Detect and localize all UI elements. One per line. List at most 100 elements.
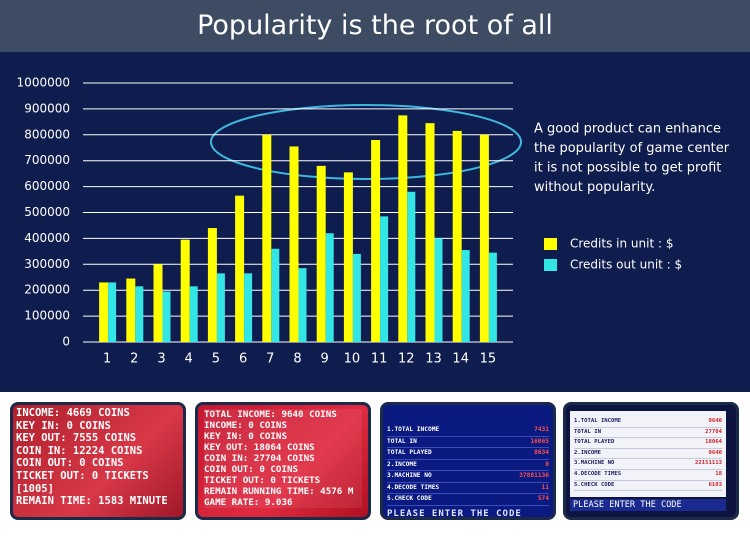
row-value: 16065 (530, 437, 549, 445)
screen-line: TOTAL INCOME: 9640 COINS (204, 409, 362, 420)
screen-row: 3.MACHINE NO 22151113 (574, 459, 722, 470)
bar (316, 165, 326, 342)
screen-line: GAME RATE: 9.036 (204, 497, 362, 508)
bar (452, 130, 462, 342)
row-value: 574 (537, 495, 549, 502)
screen-row: TOTAL PLAYED 8634 (387, 448, 549, 460)
screen-photo: TOTAL INCOME: 9640 COINS INCOME: 0 COINS K… (195, 402, 371, 520)
row-value: 37881136 (519, 472, 549, 479)
bar (126, 278, 136, 342)
bar (108, 282, 117, 342)
bar (180, 239, 190, 342)
bar (162, 291, 171, 342)
screen-photo: INCOME: 4669 COINS KEY IN: 0 COINS KEY OUT… (10, 402, 186, 520)
y-tick-label: 900000 (24, 101, 70, 115)
x-tick-label: 1 (103, 352, 111, 367)
row-label: 4.DECODE TIMES (387, 483, 440, 491)
bar (298, 268, 307, 342)
legend-label: Credits out unit : $ (570, 258, 682, 272)
screen-line: COIN IN: 12224 COINS (16, 444, 143, 457)
screen-line: KEY IN: 0 COINS (204, 431, 362, 442)
annotation-line: A good product can enhance (534, 122, 721, 137)
y-tick-label: 800000 (24, 127, 70, 141)
screen-line: COIN OUT: 0 COINS (204, 464, 362, 475)
bar (461, 250, 470, 342)
row-value: 0 (545, 460, 549, 468)
annotation-line: it is not possible to get profit (534, 161, 721, 176)
x-tick-label: 5 (212, 352, 220, 367)
x-tick-label: 10 (344, 352, 361, 367)
bar (434, 238, 443, 342)
bar (398, 115, 408, 342)
x-tick-label: 11 (371, 352, 388, 367)
screen-line: COIN IN: 27704 COINS (204, 453, 362, 464)
row-value: 8634 (534, 449, 549, 456)
x-tick-label: 15 (480, 352, 497, 367)
bar (425, 123, 435, 343)
legend-swatch (544, 259, 557, 271)
row-label: TOTAL IN (574, 428, 601, 435)
x-tick-label: 4 (185, 352, 193, 367)
screen-row: TOTAL IN 16065 (387, 437, 549, 448)
row-label: 2.INCOME (574, 449, 601, 456)
screen-row: 5.CHECK CODE 574 (387, 494, 549, 506)
legend-label: Credits in unit : $ (570, 237, 673, 251)
x-tick-label: 14 (452, 352, 469, 367)
row-label: 3.MACHINE NO (574, 460, 615, 467)
x-tick-label: 7 (266, 352, 274, 367)
bar (343, 172, 353, 342)
legend-swatch (544, 238, 557, 250)
row-label: 1.TOTAL INCOME (387, 426, 440, 433)
row-value: 27704 (705, 428, 722, 435)
screen-photo: 1.TOTAL INCOME 7431 TOTAL IN 16065 TOTAL PLA… (380, 402, 556, 520)
x-tick-label: 9 (321, 352, 329, 367)
screen-row: 4.DECODE TIMES 18 (574, 470, 722, 481)
row-value: 9640 (708, 418, 722, 424)
screen-row: 2.INCOME 9640 (574, 449, 722, 460)
y-tick-label: 500000 (24, 205, 70, 219)
screen-row: 1.TOTAL INCOME 7431 (387, 425, 549, 437)
x-tick-label: 8 (293, 352, 301, 367)
y-tick-label: 600000 (24, 179, 70, 193)
chart-title: Popularity is the root of all (0, 0, 750, 52)
row-label: 5.CHECK CODE (574, 481, 615, 488)
screen-row: 1.TOTAL INCOME 9640 (574, 417, 722, 428)
screen-line: KEY OUT: 7555 COINS (16, 432, 137, 445)
bar (488, 252, 497, 342)
screen-line: COIN OUT: 0 COINS (16, 457, 124, 470)
row-label: 5.CHECK CODE (387, 495, 432, 502)
bar (352, 253, 361, 342)
screen-row: 4.DECODE TIMES 11 (387, 483, 549, 494)
row-value: 9640 (708, 449, 722, 456)
screen-line: KEY IN: 0 COINS (16, 419, 111, 432)
row-label: TOTAL PLAYED (387, 449, 432, 456)
row-label: 4.DECODE TIMES (574, 470, 622, 477)
row-label: 1.TOTAL INCOME (574, 418, 622, 424)
y-tick-label: 400000 (24, 231, 70, 245)
screen-line: TICKET OUT: 0 TICKETS (204, 475, 362, 486)
bar (135, 286, 144, 342)
x-tick-label: 2 (130, 352, 138, 367)
bar (479, 134, 489, 342)
screen-table: 1.TOTAL INCOME 9640 TOTAL IN 27704 TOTAL PLA… (570, 411, 726, 498)
y-tick-label: 700000 (24, 153, 70, 167)
y-tick-label: 300000 (24, 257, 70, 271)
row-label: 3.MACHINE NO (387, 472, 432, 479)
bar (262, 134, 272, 342)
screen-footer: PLEASE ENTER THE CODE (570, 499, 726, 512)
y-tick-label: 1000000 (17, 76, 70, 90)
x-tick-label: 3 (157, 352, 165, 367)
bar (99, 282, 109, 342)
y-tick-label: 100000 (24, 309, 70, 323)
row-value: 18 (715, 470, 722, 477)
screen-row: TOTAL PLAYED 18064 (574, 438, 722, 449)
bar (189, 286, 198, 342)
screen-row: 2.INCOME 0 (387, 460, 549, 471)
row-value: 6103 (708, 481, 722, 488)
screen-line: [1005] (16, 482, 54, 495)
screen-photo: 1.TOTAL INCOME 9640 TOTAL IN 27704 TOTAL PLA… (563, 402, 739, 520)
screen-line: REMAIN RUNNING TIME: 4576 M (204, 486, 362, 497)
row-value: 22151113 (695, 460, 722, 467)
screen-line: TICKET OUT: 0 TICKETS (16, 469, 149, 482)
